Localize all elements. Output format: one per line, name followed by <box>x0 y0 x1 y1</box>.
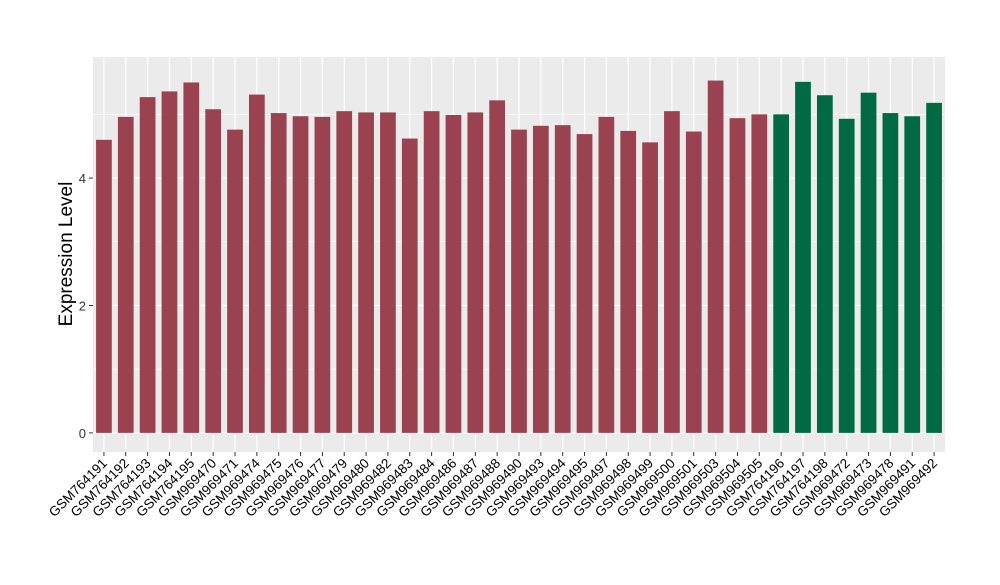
y-tick-label: 0 <box>79 426 86 441</box>
bar-GSM969499 <box>642 142 658 433</box>
bar-GSM969470 <box>205 109 222 433</box>
bar-GSM969473 <box>860 92 877 433</box>
bar-GSM969504 <box>729 118 746 433</box>
bar-GSM969475 <box>270 113 287 433</box>
bars <box>96 80 942 433</box>
bar-GSM969491 <box>904 116 921 433</box>
bar-GSM764195 <box>183 82 200 433</box>
bar-GSM764196 <box>773 114 790 433</box>
bar-GSM969501 <box>685 131 702 433</box>
bar-GSM969487 <box>467 112 484 433</box>
y-tick-label: 4 <box>79 171 86 186</box>
bar-GSM969474 <box>248 94 265 433</box>
x-axis: GSM764191GSM764192GSM764193GSM764194GSM7… <box>46 452 940 520</box>
bar-GSM969480 <box>358 112 374 433</box>
bar-GSM764197 <box>795 81 811 433</box>
bar-GSM969484 <box>423 111 440 433</box>
bar-GSM969483 <box>401 138 418 433</box>
bar-GSM969482 <box>380 112 396 433</box>
bar-GSM969477 <box>314 116 331 433</box>
bar-GSM764193 <box>139 97 156 433</box>
bar-GSM969495 <box>576 134 593 433</box>
bar-GSM969498 <box>620 130 637 433</box>
bar-GSM764194 <box>161 91 178 433</box>
bar-GSM969505 <box>751 114 768 433</box>
bar-GSM969479 <box>336 111 353 433</box>
bar-GSM764191 <box>96 139 112 433</box>
bar-GSM969488 <box>489 100 506 433</box>
bar-GSM969486 <box>445 114 462 433</box>
bar-GSM969472 <box>838 118 855 433</box>
bar-GSM969493 <box>532 125 549 433</box>
bar-GSM969476 <box>292 116 309 433</box>
bar-GSM969471 <box>227 129 243 433</box>
y-axis: 0 2 4 <box>79 171 93 441</box>
bar-GSM969500 <box>664 111 680 433</box>
bar-GSM764198 <box>816 95 833 433</box>
y-axis-label: Expression Level <box>56 182 77 327</box>
bar-GSM969490 <box>511 129 527 433</box>
bar-GSM764192 <box>117 116 134 433</box>
bar-GSM969497 <box>598 116 615 433</box>
bar-GSM969492 <box>926 102 942 433</box>
bar-GSM969494 <box>554 125 571 433</box>
y-tick-label: 2 <box>79 298 86 313</box>
bar-GSM969478 <box>882 113 899 433</box>
bar-GSM969503 <box>707 80 724 433</box>
